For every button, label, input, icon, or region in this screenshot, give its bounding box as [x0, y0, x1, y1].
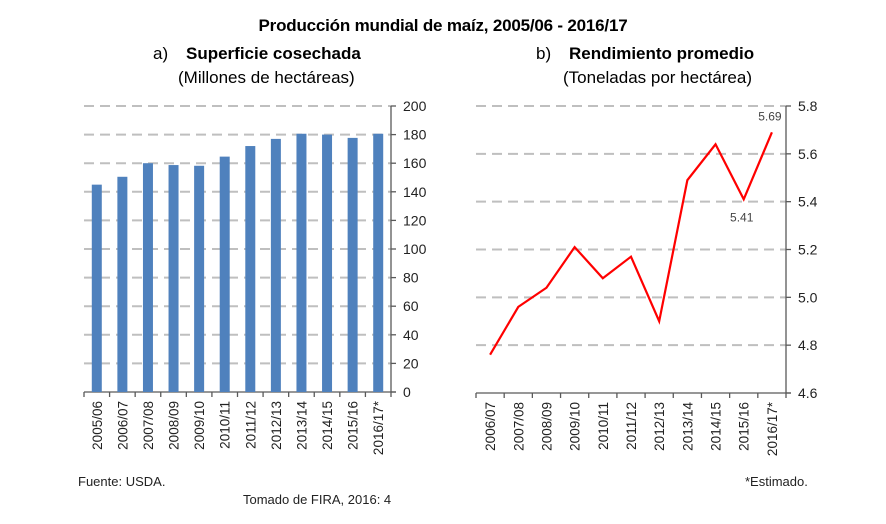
- bar-2015-16: [347, 137, 358, 392]
- data-label-2015-16: 5.41: [730, 210, 754, 224]
- chart-b-x-tick-label: 2014/15: [709, 402, 724, 451]
- chart-b-x-tick-label: 2012/13: [652, 402, 667, 451]
- bar-2007-08: [142, 163, 153, 392]
- chart-b-y-tick-label: 5.0: [798, 289, 818, 305]
- chart-b-x-tick-label: 2009/10: [568, 402, 583, 451]
- chart-b-y-tick-label: 5.4: [798, 194, 818, 210]
- chart-a-y-tick-label: 160: [403, 155, 427, 171]
- panel-a-letter: a): [153, 44, 169, 63]
- bar-2014-15: [322, 134, 333, 392]
- bar-2012-13: [270, 138, 281, 392]
- chart-a-x-tick-label: 2011/12: [243, 401, 258, 449]
- chart-b-x-tick-label: 2006/07: [483, 402, 498, 451]
- chart-a-x-tick-label: 2007/08: [141, 401, 156, 450]
- chart-a-y-tick-label: 140: [403, 184, 427, 200]
- chart-a-x-tick-label: 2016/17*: [371, 400, 386, 455]
- chart-a-x-tick-label: 2008/09: [167, 401, 182, 450]
- bar-2010-11: [219, 156, 230, 392]
- figure-title: Producción mundial de maíz, 2005/06 - 20…: [258, 16, 628, 35]
- panel-a-title: Superficie cosechada: [186, 44, 361, 63]
- bar-2011-12: [245, 146, 256, 392]
- chart-b-x-tick-label: 2016/17*: [765, 401, 780, 456]
- chart-a-y-tick-label: 0: [403, 384, 411, 400]
- bar-2009-10: [194, 165, 205, 392]
- chart-b-y-tick-label: 4.6: [798, 385, 818, 401]
- chart-a-y-tick-label: 20: [403, 355, 419, 371]
- chart-b-y-tick-label: 5.2: [798, 242, 818, 258]
- rendimiento-line: [489, 131, 773, 356]
- panel-b-letter: b): [536, 44, 552, 63]
- chart-a-y-tick-label: 100: [403, 241, 427, 257]
- chart-a-x-tick-label: 2006/07: [115, 401, 130, 450]
- chart-b-y-tick-label: 4.8: [798, 337, 818, 353]
- chart-a-y-tick-label: 40: [403, 327, 419, 343]
- chart-b-x-tick-label: 2013/14: [680, 402, 695, 451]
- data-label-2016-17-: 5.69: [758, 109, 782, 123]
- chart-b-x-tick-label: 2007/08: [511, 402, 526, 451]
- bar-2013-14: [296, 133, 307, 392]
- chart-b-x-tick-label: 2010/11: [596, 402, 611, 450]
- bar-2005-06: [91, 184, 102, 392]
- chart-b-y-tick-label: 5.6: [798, 146, 818, 162]
- chart-a-x-tick-label: 2012/13: [269, 401, 284, 450]
- chart-a-x-tick-label: 2009/10: [192, 401, 207, 450]
- panel-b-title: Rendimiento promedio: [569, 44, 755, 63]
- bar-chart-superficie: 0 20 40 60 80 100 120 140 160 180 200 2005/06 2006/0…: [83, 98, 427, 455]
- panel-a-subtitle: (Millones de hectáreas): [178, 68, 355, 87]
- chart-b-y-tick-label: 5.8: [798, 98, 818, 114]
- estimate-note: *Estimado.: [745, 474, 808, 489]
- chart-a-x-tick-label: 2010/11: [218, 401, 233, 449]
- chart-a-x-tick-label: 2005/06: [90, 401, 105, 450]
- line-chart-rendimiento: 4.6 4.8 5.0 5.2 5.4 5.6 5.8 2006/07 2007/08 2008/…: [475, 98, 818, 456]
- chart-a-y-tick-label: 80: [403, 270, 419, 286]
- chart-a-x-tick-label: 2014/15: [320, 401, 335, 450]
- chart-a-y-tick-label: 60: [403, 298, 419, 314]
- chart-b-x-tick-label: 2015/16: [737, 402, 752, 451]
- credit-note: Tomado de FIRA, 2016: 4: [243, 492, 392, 507]
- chart-a-x-tick-label: 2013/14: [294, 401, 309, 450]
- chart-a-y-tick-label: 200: [403, 98, 427, 114]
- chart-a-x-tick-label: 2015/16: [346, 401, 361, 450]
- chart-b-x-tick-label: 2008/09: [539, 402, 554, 451]
- chart-a-y-tick-label: 120: [403, 212, 427, 228]
- bar-2006-07: [117, 176, 128, 392]
- source-note: Fuente: USDA.: [78, 474, 166, 489]
- chart-a-y-tick-label: 180: [403, 127, 427, 143]
- panel-b-subtitle: (Toneladas por hectárea): [563, 68, 753, 87]
- chart-b-x-tick-label: 2011/12: [624, 402, 639, 450]
- bar-2016-17-: [373, 133, 384, 392]
- bar-2008-09: [168, 165, 179, 392]
